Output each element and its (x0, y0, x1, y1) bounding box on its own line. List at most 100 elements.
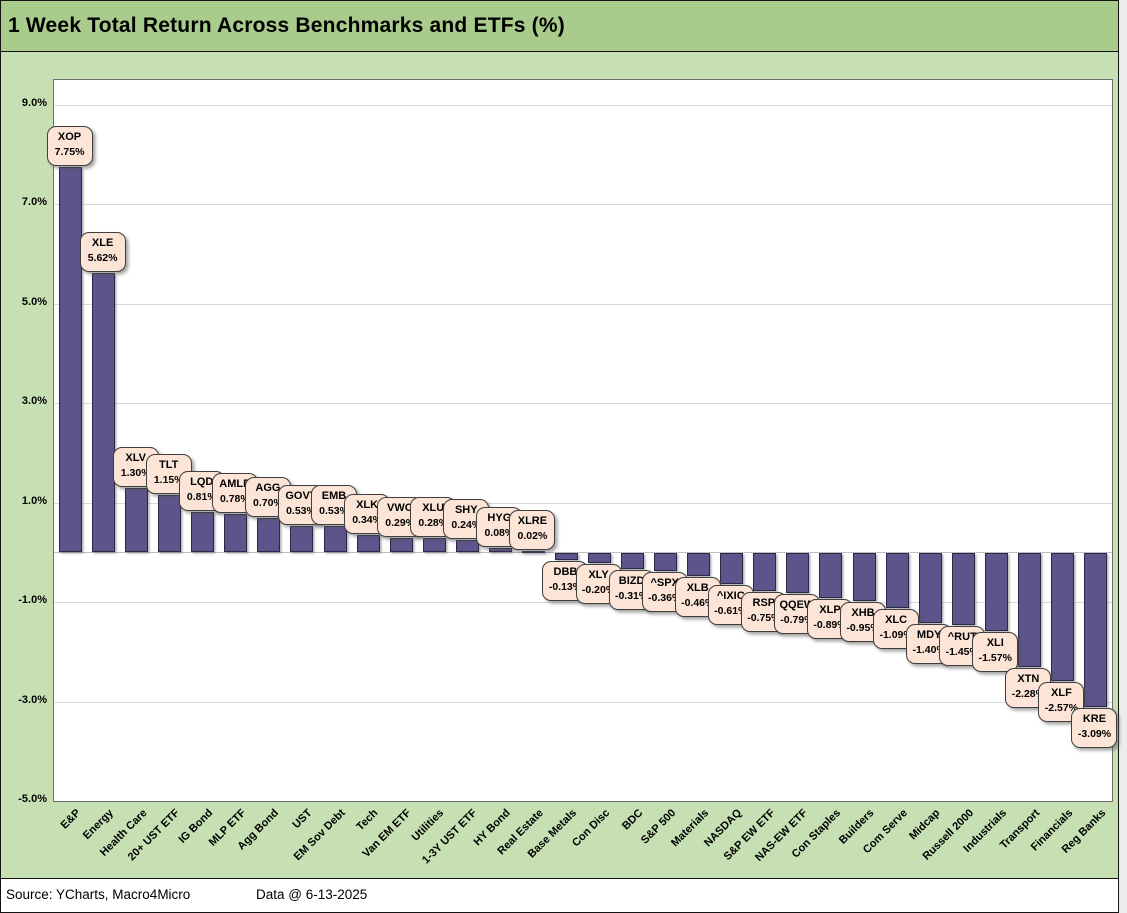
data-label-ticker: XLRE (517, 515, 548, 528)
data-label-ticker: HYG (487, 512, 512, 525)
bar-TLT (158, 495, 182, 553)
data-label-ticker: VWO (387, 501, 414, 514)
bar-XTN (1017, 553, 1041, 667)
data-label-value: -0.61% (714, 604, 748, 617)
data-label-ticker: XLI (986, 637, 1004, 650)
data-label-XLP: XLP -0.89% (806, 598, 853, 639)
data-label-value: 0.02% (517, 530, 548, 543)
bar-LQD (191, 512, 215, 553)
footer-bar: Source: YCharts, Macro4Micro Data @ 6-13… (1, 878, 1118, 912)
chart-title-bar: 1 Week Total Return Across Benchmarks an… (1, 1, 1118, 52)
data-label-ticker: XLF (1051, 687, 1072, 700)
bar-XLE (92, 272, 116, 553)
gridline (54, 104, 1112, 106)
data-label-KRE: KRE -3.09% (1071, 708, 1118, 749)
data-label-value: -1.45% (945, 646, 979, 659)
data-label-ticker: XLE (91, 236, 114, 249)
bar-MDY (918, 553, 942, 623)
data-label-value: -1.09% (879, 628, 913, 641)
data-label-value: -3.09% (1077, 728, 1112, 741)
data-label-value: -0.31% (614, 589, 649, 602)
y-axis-tick-label: 1.0% (21, 494, 47, 507)
data-label-value: 7.75% (54, 146, 85, 159)
data-label-value: -0.89% (813, 618, 847, 631)
bar-XHB (852, 553, 876, 601)
data-label-ticker: XLB (686, 582, 709, 595)
data-label-value: 1.30% (120, 466, 151, 479)
gridline (54, 204, 1112, 206)
data-label-ticker: SHY (454, 504, 478, 517)
data-label-value: 5.62% (87, 251, 118, 264)
y-axis-tick-label: 5.0% (21, 295, 47, 308)
bar-^RUT (951, 553, 975, 626)
data-label-ticker: EMB (321, 490, 347, 503)
data-label-value: -2.28% (1011, 687, 1045, 700)
data-label-XLE: XLE 5.62% (79, 231, 126, 272)
data-label-ticker: DBB (553, 565, 578, 578)
data-label-value: 0.34% (352, 514, 382, 527)
y-axis-tick-label: 7.0% (21, 196, 47, 209)
bar-DBB (554, 553, 578, 560)
bar-AGG (257, 517, 281, 553)
bar-BIZD (621, 553, 645, 569)
data-date-text: Data @ 6-13-2025 (256, 887, 368, 902)
gridline (54, 303, 1112, 305)
bar-HYG (488, 548, 512, 553)
data-label-value: 0.81% (186, 491, 217, 504)
y-axis-tick-label: -1.0% (18, 594, 47, 607)
data-label-XOP: XOP 7.75% (46, 126, 93, 167)
data-label-value: 0.53% (319, 505, 349, 518)
bar-KRE (1083, 553, 1107, 708)
data-label-value: -0.20% (581, 584, 616, 597)
x-axis-label-BIZD: BDC (619, 807, 646, 833)
data-label-ticker: XHB (851, 606, 875, 619)
data-label-XLI: XLI -1.57% (972, 632, 1019, 673)
data-label-ticker: LQD (190, 476, 214, 489)
data-label-value: -0.13% (548, 580, 583, 593)
data-label-value: -2.57% (1044, 702, 1079, 715)
data-label-value: 0.28% (418, 517, 449, 530)
data-label-ticker: XLC (885, 613, 908, 626)
bar-XLP (819, 553, 843, 598)
x-axis-label-GOVT: UST (290, 807, 315, 832)
data-label-value: 1.15% (153, 474, 184, 487)
y-axis-tick-label: -5.0% (18, 793, 47, 805)
x-axis-label-XLK: Tech (354, 807, 381, 834)
data-label-value: 0.70% (253, 496, 283, 509)
data-label-value: 0.24% (451, 519, 482, 532)
bar-XLK (356, 535, 380, 553)
data-label-ticker: RSP (752, 596, 776, 609)
data-label-XLRE: XLRE 0.02% (509, 510, 556, 551)
data-label-value: -0.79% (780, 613, 814, 626)
data-label-ticker: XLV (125, 451, 146, 464)
bar-XLI (984, 553, 1008, 632)
data-label-ticker: AGG (255, 481, 281, 494)
gridline (54, 502, 1112, 504)
bar-XLU (422, 538, 446, 553)
data-label-value: -0.75% (747, 611, 781, 624)
data-label-XLF: XLF -2.57% (1038, 682, 1085, 723)
bar-^SPX (654, 553, 678, 572)
sheet-edge-strip (1119, 0, 1127, 913)
data-label-ticker: XLK (356, 499, 379, 512)
data-label-value: -1.57% (978, 652, 1012, 665)
data-label-ticker: TLT (159, 459, 179, 472)
zero-axis-line (54, 552, 1112, 554)
data-label-value: -0.95% (846, 621, 880, 634)
data-label-ticker: GOVT (285, 490, 317, 503)
bar-RSP (753, 553, 777, 591)
chart-title: 1 Week Total Return Across Benchmarks an… (8, 14, 565, 37)
data-label-value: 0.53% (286, 505, 316, 518)
data-label-value: 0.29% (385, 516, 416, 529)
bar-XLRE (521, 551, 545, 554)
y-axis-tick-label: -3.0% (18, 693, 47, 706)
bar-XLC (885, 553, 909, 608)
x-axis-label-XOP: E&P (58, 807, 84, 832)
bar-XLF (1050, 553, 1074, 682)
bar-QQEW (786, 553, 810, 593)
data-label-ticker: ^RUT (947, 631, 977, 644)
gridline (54, 403, 1112, 405)
data-label-ticker: XLP (819, 603, 841, 616)
data-label-value: -0.36% (648, 592, 682, 605)
